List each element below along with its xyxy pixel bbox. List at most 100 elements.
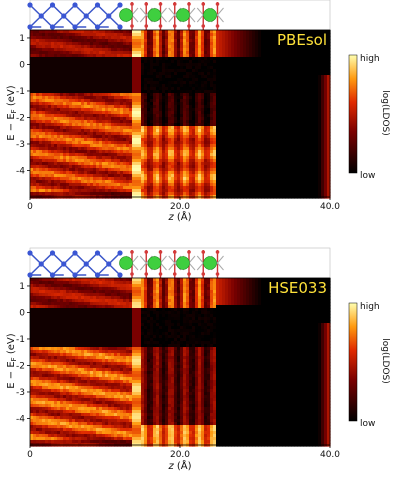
- colorbar-top: high low log(LDOS): [348, 54, 390, 181]
- atom-green: [119, 256, 133, 270]
- bond-blue: [108, 15, 121, 28]
- x-ticks-top: 0 20.0 40.0: [27, 197, 340, 212]
- atom-red: [172, 24, 177, 28]
- atom-blue: [49, 24, 56, 30]
- y-tick-label: -4: [16, 414, 25, 424]
- atom-red: [130, 2, 134, 6]
- atom-blue: [72, 250, 78, 256]
- panel-title-top: PBEsol: [277, 31, 327, 49]
- y-tick-label: 1: [19, 282, 25, 292]
- bond-blue: [96, 252, 110, 265]
- bond-blue: [63, 263, 76, 276]
- x-axis-label-bottom: z (Å): [167, 459, 191, 472]
- atom-blue: [61, 261, 67, 267]
- atom-red: [144, 272, 149, 276]
- atom-blue: [72, 272, 78, 278]
- panel-bottom: HSE033 10-1-2-3-4 0 20.0 40.0 E − EF (eV) …: [6, 247, 390, 472]
- y-ticks-top: 1 0 -1 -2 -3 -4: [16, 34, 30, 176]
- colorbar-high-top: high: [360, 54, 380, 64]
- bond-blue: [40, 252, 54, 265]
- bond-blue: [29, 15, 42, 28]
- y-tick-label: -1: [16, 335, 25, 345]
- bond-blue: [63, 252, 76, 265]
- atom-red: [172, 250, 177, 254]
- bond-blue: [85, 15, 99, 28]
- atom-red: [187, 2, 191, 6]
- atom-blue: [117, 24, 123, 30]
- atom-blue: [38, 261, 44, 267]
- atom-blue: [83, 261, 89, 267]
- atom-green: [203, 8, 217, 22]
- atom-red: [130, 250, 134, 254]
- atom-blue: [61, 13, 67, 19]
- y-tick-label: -2: [16, 361, 25, 371]
- x-tick-label: 0: [27, 202, 33, 212]
- bond-blue: [108, 252, 121, 265]
- x-ticks-bottom: 0 20.0 40.0: [27, 445, 340, 460]
- atom-red: [201, 24, 206, 28]
- atom-red: [158, 24, 163, 28]
- atom-green: [147, 8, 162, 22]
- bond-blue: [74, 263, 87, 276]
- bond-blue: [85, 263, 99, 276]
- atom-red: [130, 272, 134, 276]
- atom-green: [147, 256, 162, 270]
- atom-blue: [27, 24, 33, 30]
- atom-red: [158, 2, 163, 6]
- bond-blue: [108, 4, 121, 17]
- structure-strip-bottom: [27, 247, 331, 279]
- colorbar-label-top: log(LDOS): [380, 90, 390, 135]
- atom-blue: [72, 24, 78, 30]
- atom-blue: [38, 13, 44, 19]
- atom-red: [172, 272, 177, 276]
- atom-red: [158, 250, 163, 254]
- atom-blue: [49, 2, 56, 8]
- atom-red: [201, 250, 206, 254]
- bond-blue: [40, 263, 54, 276]
- atom-red: [187, 250, 191, 254]
- y-tick-label: -3: [16, 140, 25, 150]
- bond-blue: [40, 15, 54, 28]
- atom-blue: [117, 272, 123, 278]
- atom-blue: [106, 261, 112, 267]
- y-tick-label: -4: [16, 166, 25, 176]
- atom-red: [130, 24, 134, 28]
- panel-top: PBEsol 10-1-2-3-4 0 20.0 40.0 E − EF (eV) …: [6, 0, 390, 223]
- atom-red: [215, 250, 220, 254]
- atom-blue: [27, 250, 33, 256]
- x-tick-label: 0: [27, 450, 33, 460]
- atom-blue: [117, 250, 123, 256]
- atom-blue: [49, 250, 56, 256]
- atom-green: [119, 8, 133, 22]
- atom-blue: [72, 2, 78, 8]
- bond-blue: [74, 252, 87, 265]
- colorbar-low-top: low: [360, 171, 375, 181]
- bond-blue: [29, 263, 42, 276]
- colorbar-label-bottom: log(LDOS): [380, 338, 390, 383]
- colorbar-low-bottom: low: [360, 419, 375, 429]
- atom-red: [158, 272, 163, 276]
- y-tick-label: -3: [16, 388, 25, 398]
- atom-blue: [27, 2, 33, 8]
- x-tick-label: 40.0: [320, 450, 340, 460]
- y-ticks-bottom: 1 0 -1 -2 -3 -4: [16, 282, 30, 424]
- atom-green: [176, 256, 190, 270]
- bond-blue: [63, 15, 76, 28]
- atom-red: [201, 272, 206, 276]
- x-tick-label: 20.0: [170, 202, 190, 212]
- x-tick-label: 40.0: [320, 202, 340, 212]
- structure-frame: [29, 247, 331, 279]
- y-axis-label-top: E − EF (eV): [6, 85, 18, 140]
- bond-blue: [51, 263, 65, 276]
- atom-red: [187, 272, 191, 276]
- atom-blue: [94, 2, 101, 8]
- atom-blue: [83, 13, 89, 19]
- atom-red: [144, 250, 149, 254]
- atom-red: [172, 2, 177, 6]
- x-tick-label: 20.0: [170, 450, 190, 460]
- bond-blue: [40, 4, 54, 17]
- bond-blue: [51, 252, 65, 265]
- bond-blue: [29, 252, 42, 265]
- atom-red: [215, 24, 220, 28]
